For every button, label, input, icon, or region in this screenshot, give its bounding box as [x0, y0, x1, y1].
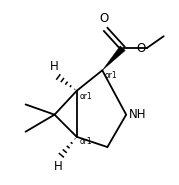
Text: H: H	[50, 60, 59, 73]
Polygon shape	[102, 46, 125, 70]
Text: or1: or1	[79, 92, 92, 101]
Text: or1: or1	[79, 137, 92, 147]
Text: H: H	[54, 160, 62, 173]
Text: NH: NH	[129, 108, 146, 121]
Text: or1: or1	[105, 71, 117, 80]
Text: O: O	[137, 42, 146, 55]
Text: O: O	[99, 12, 109, 25]
